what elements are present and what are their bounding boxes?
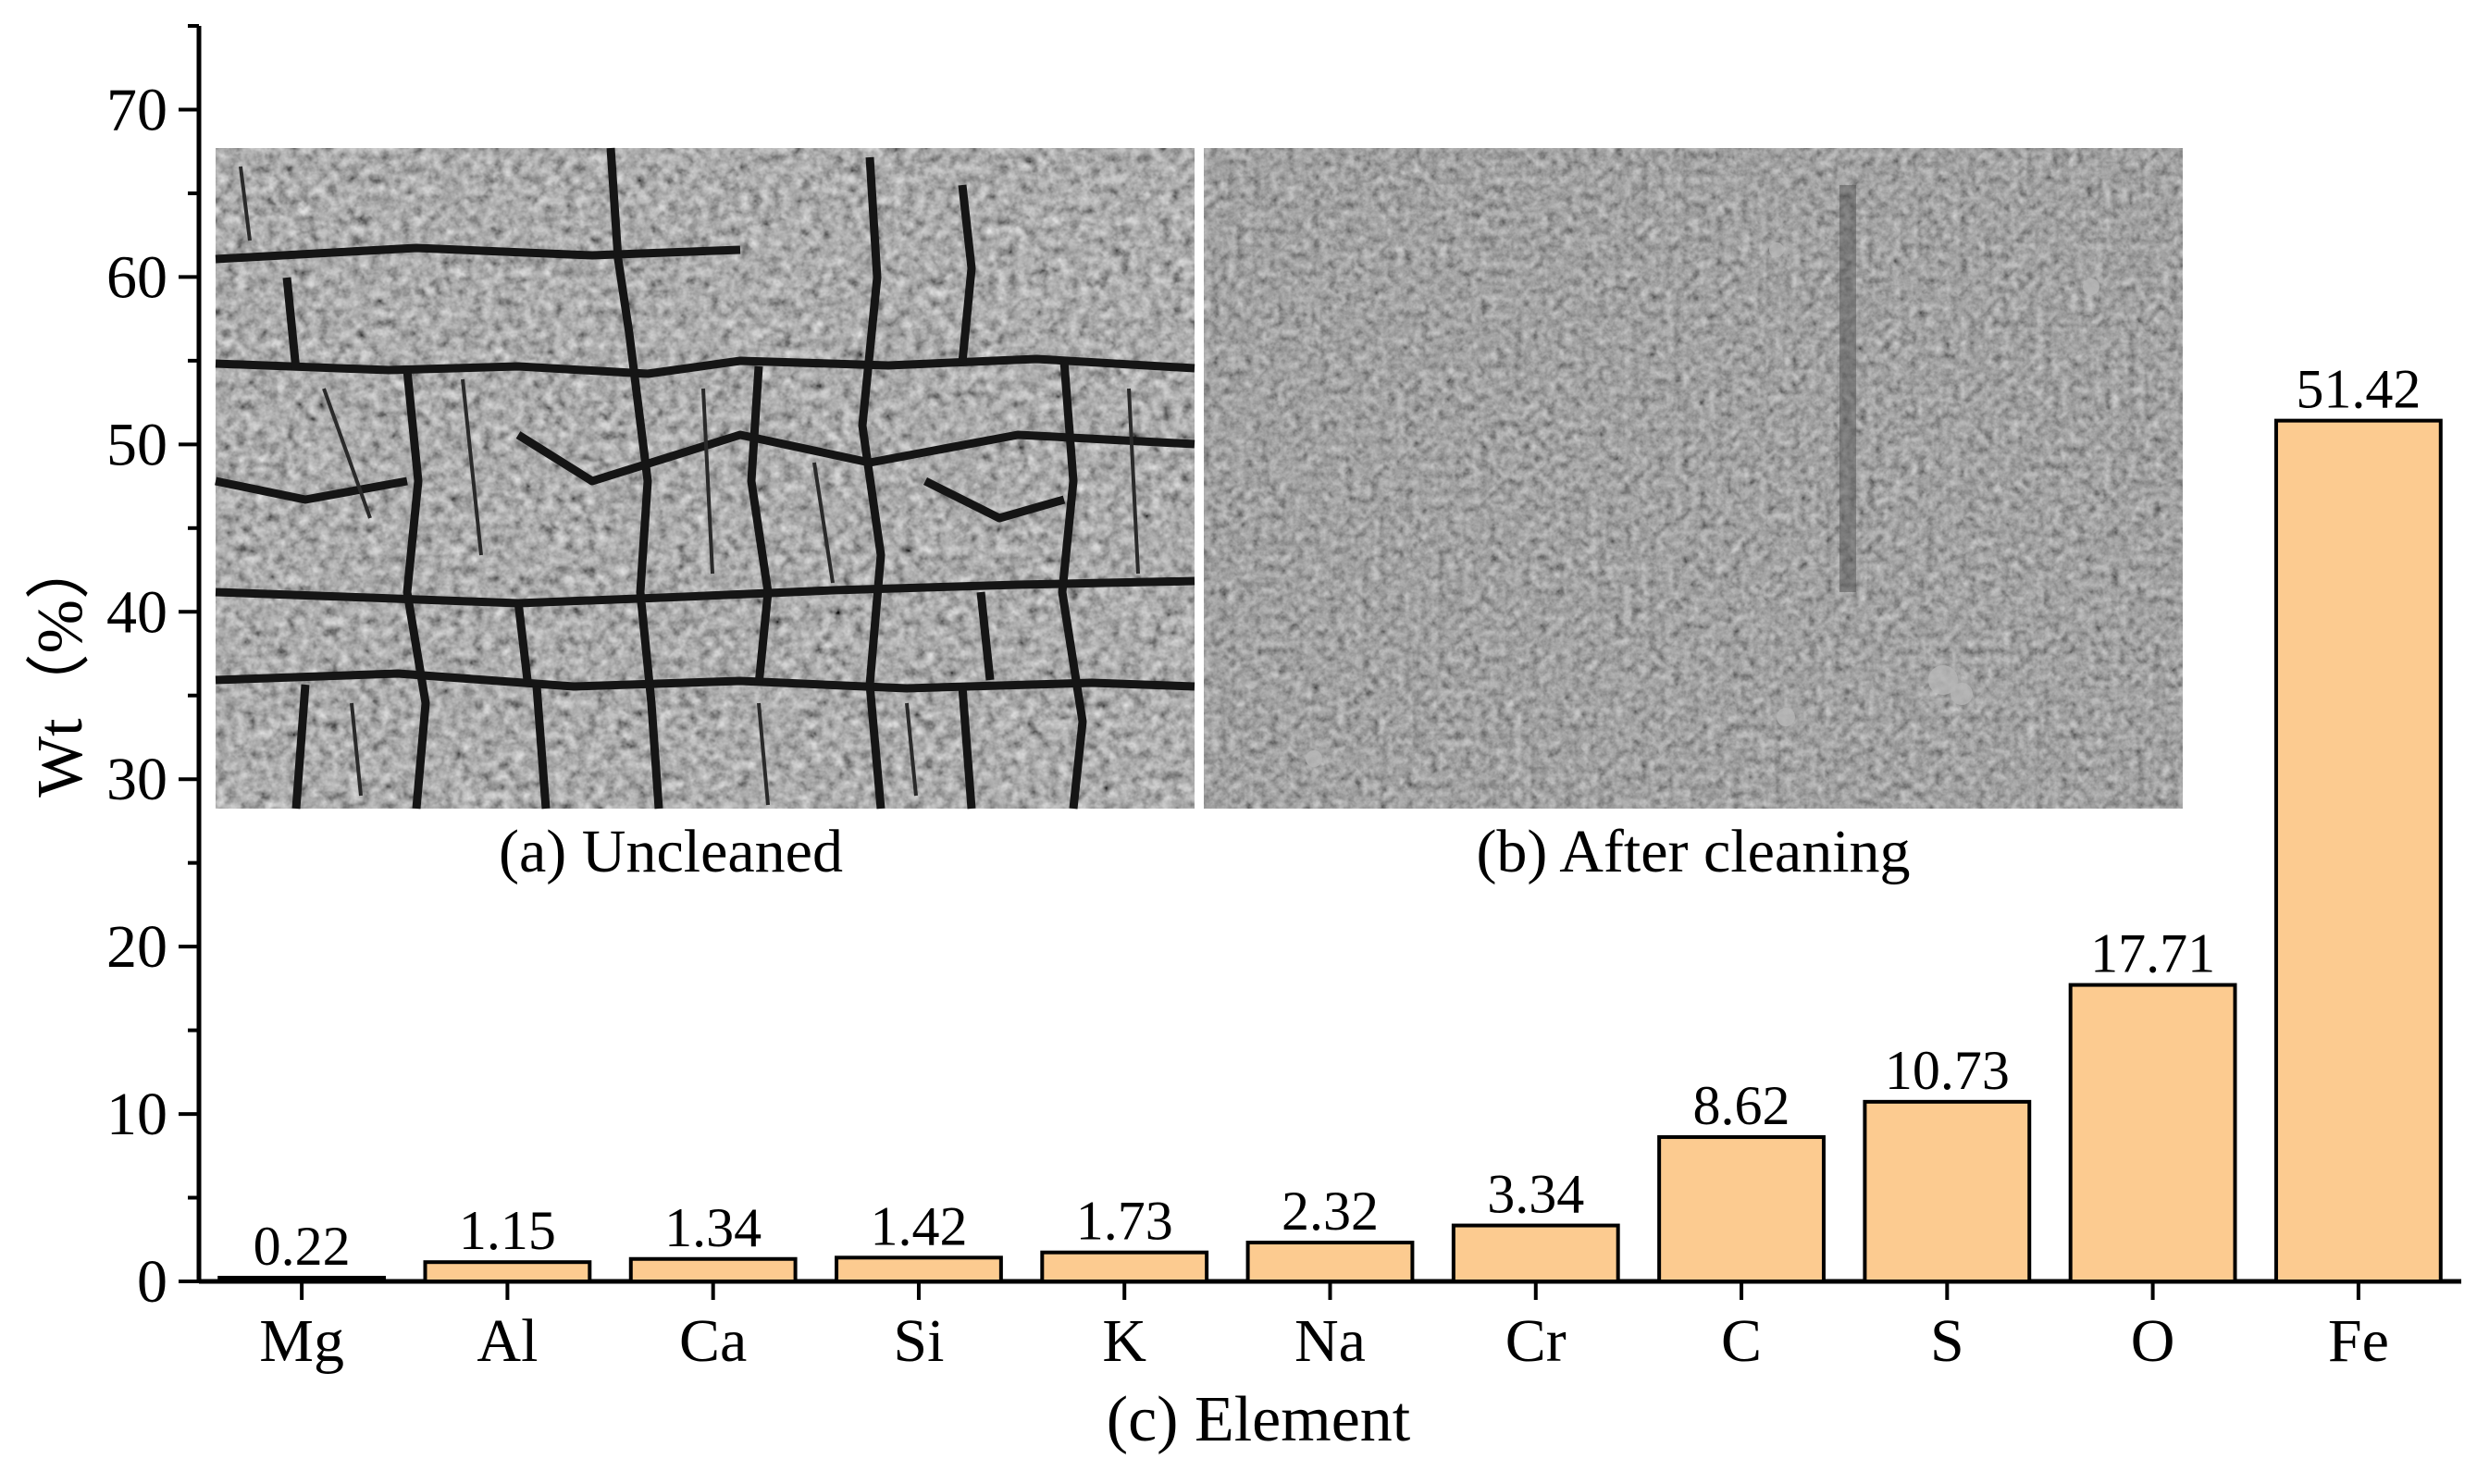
x-tick-label-Na: Na bbox=[1294, 1307, 1366, 1375]
data-label-Al: 1.15 bbox=[459, 1200, 556, 1261]
x-tick-label-Si: Si bbox=[893, 1307, 944, 1375]
inset-after-cleaning bbox=[1204, 148, 2183, 809]
x-tick-label-O: O bbox=[2131, 1307, 2175, 1375]
y-tick-label: 60 bbox=[106, 243, 167, 311]
data-label-Mg: 0.22 bbox=[254, 1216, 351, 1277]
data-label-C: 8.62 bbox=[1693, 1075, 1790, 1136]
y-tick-label: 0 bbox=[137, 1248, 167, 1316]
bar-Si bbox=[835, 1255, 1003, 1284]
data-label-Cr: 3.34 bbox=[1487, 1164, 1584, 1225]
data-label-K: 1.73 bbox=[1076, 1191, 1173, 1252]
bar-Ca bbox=[628, 1256, 798, 1283]
bar-O bbox=[2068, 983, 2237, 1283]
y-tick-label: 30 bbox=[106, 746, 167, 813]
data-label-Fe: 51.42 bbox=[2296, 359, 2421, 420]
y-axis-title: Wt（%） bbox=[25, 535, 96, 798]
x-axis-ticks: Mg Al Ca Si K Na Cr C S O Fe bbox=[259, 1281, 2389, 1375]
y-axis-ticks: 0 10 20 30 40 50 60 70 bbox=[106, 24, 199, 1316]
x-tick-label-K: K bbox=[1102, 1307, 1146, 1375]
inset-uncleaned bbox=[215, 147, 1195, 810]
x-tick-label-C: C bbox=[1721, 1307, 1762, 1375]
data-label-S: 10.73 bbox=[1885, 1040, 2010, 1101]
bars: 0.22 1.15 1.34 1.42 1.73 2.32 3.34 8.62 10.73 17.… bbox=[217, 359, 2443, 1284]
bar-S bbox=[1863, 1099, 2032, 1283]
x-axis-title: (c) Element bbox=[1107, 1384, 1411, 1455]
bar-C bbox=[1657, 1135, 1826, 1284]
crack-lines bbox=[215, 147, 1195, 810]
x-tick-label-Fe: Fe bbox=[2328, 1307, 2389, 1375]
bar-Fe bbox=[2273, 418, 2443, 1283]
bar-Cr bbox=[1451, 1223, 1620, 1283]
bar-K bbox=[1040, 1250, 1209, 1283]
x-tick-label-Mg: Mg bbox=[259, 1307, 344, 1375]
caption-uncleaned: (a) Uncleaned bbox=[499, 818, 843, 885]
data-label-O: 17.71 bbox=[2090, 923, 2215, 984]
bar-Na bbox=[1245, 1241, 1415, 1283]
y-tick-label: 40 bbox=[106, 578, 167, 646]
x-tick-label-Al: Al bbox=[477, 1307, 538, 1375]
y-tick-label: 10 bbox=[106, 1081, 167, 1148]
x-tick-label-S: S bbox=[1930, 1307, 1964, 1375]
bar-Mg bbox=[217, 1276, 387, 1283]
x-tick-label-Ca: Ca bbox=[679, 1307, 747, 1375]
data-label-Si: 1.42 bbox=[870, 1195, 967, 1256]
bar-Al bbox=[423, 1260, 592, 1283]
data-label-Na: 2.32 bbox=[1282, 1181, 1379, 1242]
caption-after-cleaning: (b) After cleaning bbox=[1476, 818, 1910, 885]
y-tick-label: 70 bbox=[106, 76, 167, 143]
y-tick-label: 50 bbox=[106, 411, 167, 478]
y-tick-label: 20 bbox=[106, 913, 167, 981]
x-tick-label-Cr: Cr bbox=[1505, 1307, 1567, 1375]
data-label-Ca: 1.34 bbox=[664, 1197, 762, 1258]
